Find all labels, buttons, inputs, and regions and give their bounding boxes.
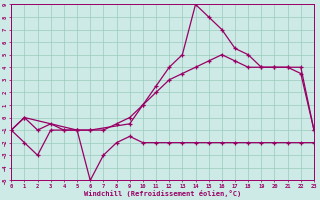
X-axis label: Windchill (Refroidissement éolien,°C): Windchill (Refroidissement éolien,°C) xyxy=(84,190,241,197)
